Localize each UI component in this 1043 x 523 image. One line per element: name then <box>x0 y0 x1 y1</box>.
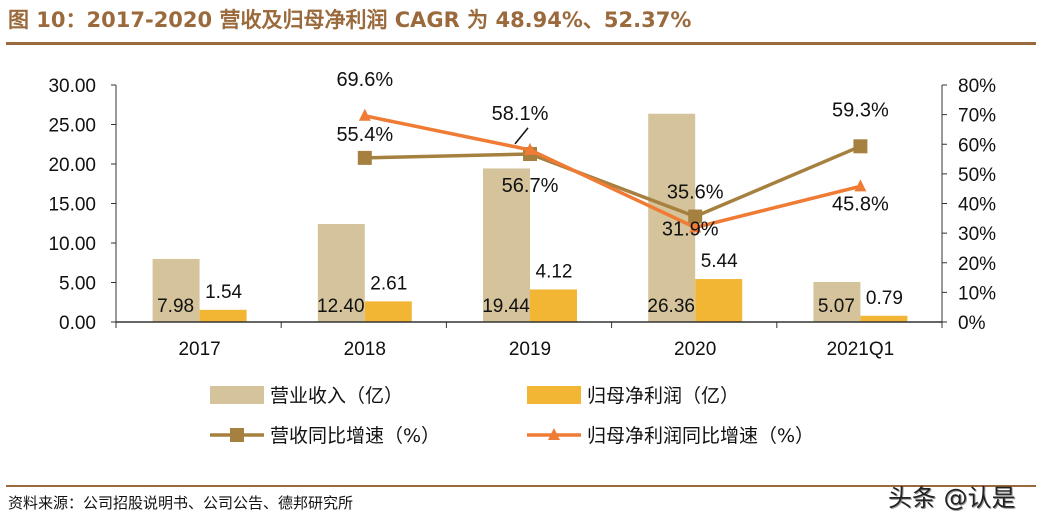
marker-profit-growth <box>524 142 536 155</box>
right-tick-label: 0% <box>958 313 986 334</box>
x-tick-label: 2017 <box>178 339 220 360</box>
line-revenue-growth <box>364 144 862 219</box>
marker-revenue-growth <box>357 150 372 165</box>
left-tick-label: 20.00 <box>48 155 96 176</box>
x-tick-label: 2019 <box>509 339 551 360</box>
line-label-profit-growth: 58.1% <box>492 103 549 125</box>
bar-revenue <box>317 224 365 322</box>
bar-revenue <box>152 258 200 322</box>
legend-swatch-revenue <box>210 386 264 404</box>
bar-label-revenue: 5.07 <box>818 296 855 317</box>
bar-label-revenue: 19.44 <box>482 296 530 317</box>
watermark: 头条 @认是 <box>888 484 1016 512</box>
bar-label-profit: 4.12 <box>536 261 573 282</box>
bar-profit <box>199 309 247 322</box>
legend-marker-profit-growth <box>548 428 560 440</box>
right-tick-label: 50% <box>958 165 996 186</box>
source-note: 资料来源：公司招股说明书、公司公告、德邦研究所 <box>8 494 354 512</box>
label-leader-line <box>514 127 529 145</box>
line-label-revenue-growth: 56.7% <box>502 175 559 197</box>
x-tick-label: 2020 <box>674 339 716 360</box>
bar-profit <box>364 301 412 322</box>
left-tick-label: 15.00 <box>48 195 96 216</box>
marker-profit-growth <box>358 108 371 121</box>
right-tick-label: 10% <box>958 283 996 304</box>
right-tick-label: 40% <box>958 195 996 216</box>
line-profit-growth <box>364 114 861 230</box>
left-tick-label: 0.00 <box>59 313 96 334</box>
marker-profit-growth <box>854 179 867 192</box>
legend-label-profit: 归母净利润（亿） <box>587 385 739 407</box>
right-tick-label: 80% <box>958 76 996 97</box>
title-divider <box>6 42 1036 45</box>
left-tick-label: 30.00 <box>48 76 96 97</box>
marker-revenue-growth <box>688 209 703 224</box>
bar-revenue <box>813 281 861 322</box>
left-tick-label: 10.00 <box>48 234 96 255</box>
x-tick-label: 2021Q1 <box>827 339 895 360</box>
left-tick-label: 5.00 <box>59 274 96 295</box>
bar-label-profit: 2.61 <box>370 273 407 294</box>
bar-revenue <box>483 168 530 322</box>
legend-label-profit-growth: 归母净利润同比增速（%） <box>587 425 814 447</box>
figure-title: 图 10：2017-2020 营收及归母净利润 CAGR 为 48.94%、52… <box>8 8 692 32</box>
bar-label-profit: 1.54 <box>205 282 242 303</box>
marker-profit-growth <box>689 220 702 233</box>
right-tick-label: 70% <box>958 106 996 127</box>
source-divider <box>6 485 1036 487</box>
bar-profit <box>695 279 743 322</box>
x-tick-label: 2018 <box>344 339 386 360</box>
legend-swatch-profit <box>527 386 581 404</box>
line-label-revenue-growth: 55.4% <box>336 124 393 146</box>
bar-label-profit: 0.79 <box>866 288 903 309</box>
line-label-revenue-growth: 59.3% <box>832 99 889 121</box>
bar-profit <box>530 289 577 322</box>
bar-profit <box>860 315 908 322</box>
line-label-profit-growth: 69.6% <box>336 69 393 91</box>
line-label-profit-growth: 31.9% <box>662 218 719 240</box>
line-label-revenue-growth: 35.6% <box>667 182 724 204</box>
bar-label-revenue: 12.40 <box>317 296 365 317</box>
right-tick-label: 60% <box>958 135 996 156</box>
legend-label-revenue: 营业收入（亿） <box>270 385 403 407</box>
marker-revenue-growth <box>853 139 868 154</box>
bar-label-revenue: 26.36 <box>647 296 695 317</box>
legend-marker-revenue-growth <box>230 428 244 442</box>
left-tick-label: 25.00 <box>48 116 96 137</box>
bar-label-profit: 5.44 <box>701 251 738 272</box>
bar-label-revenue: 7.98 <box>157 296 194 317</box>
right-tick-label: 20% <box>958 254 996 275</box>
legend-label-revenue-growth: 营收同比增速（%） <box>270 425 440 447</box>
line-label-profit-growth: 45.8% <box>832 193 889 215</box>
right-tick-label: 30% <box>958 224 996 245</box>
